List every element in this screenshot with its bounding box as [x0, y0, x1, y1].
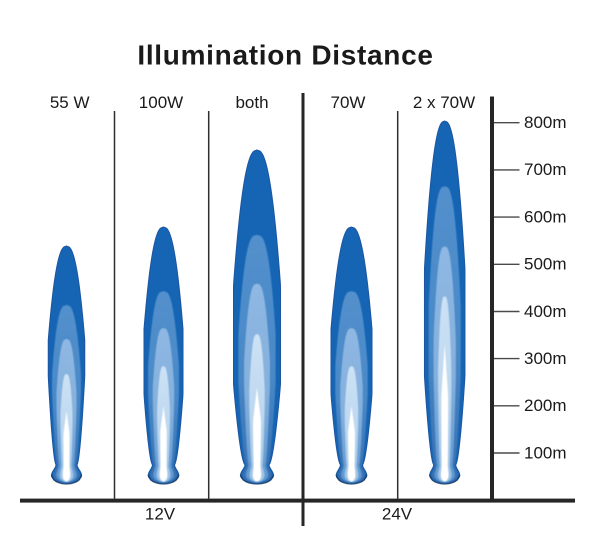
- svg-text:600m: 600m: [524, 207, 567, 226]
- svg-text:300m: 300m: [524, 349, 567, 368]
- svg-text:55 W: 55 W: [50, 93, 90, 112]
- svg-text:200m: 200m: [524, 396, 567, 415]
- svg-text:400m: 400m: [524, 302, 567, 321]
- svg-text:800m: 800m: [524, 113, 567, 132]
- svg-text:100W: 100W: [139, 93, 183, 112]
- svg-text:12V: 12V: [145, 505, 176, 524]
- svg-text:500m: 500m: [524, 255, 567, 274]
- svg-text:700m: 700m: [524, 160, 567, 179]
- svg-text:24V: 24V: [382, 505, 413, 524]
- svg-text:100m: 100m: [524, 443, 567, 462]
- svg-text:2 x 70W: 2 x 70W: [413, 93, 475, 112]
- svg-text:Illumination Distance: Illumination Distance: [137, 40, 433, 71]
- svg-text:70W: 70W: [331, 93, 366, 112]
- svg-text:both: both: [235, 93, 268, 112]
